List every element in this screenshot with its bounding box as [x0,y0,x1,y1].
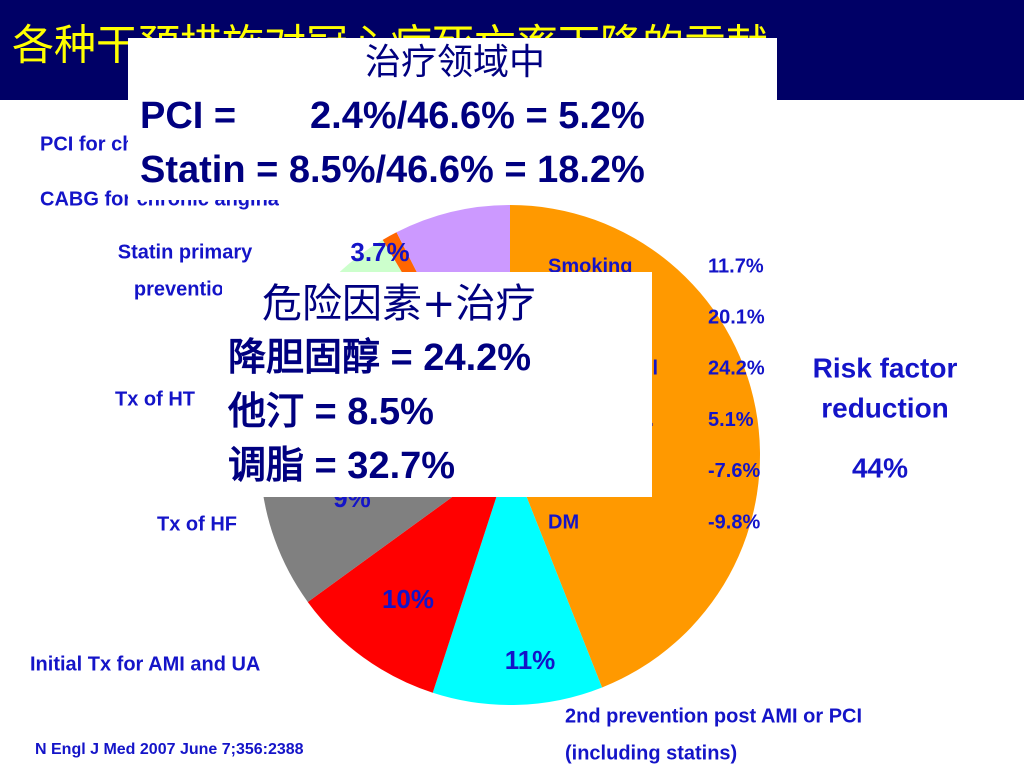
pie-slice [307,455,510,693]
note-box: 危险因素+治疗 降胆固醇 = 24.2% 他汀 = 8.5% 调脂 = 32.7… [222,272,652,497]
note-bg [128,38,777,200]
risk-factor-name: DM [548,511,579,533]
note-line: 调脂 = 32.7% [228,445,455,487]
slice-label: 2nd prevention post AMI or PCI [565,705,862,727]
slice-label: prevention [134,278,236,300]
note-line: 他汀 = 8.5% [227,391,434,433]
slice-label: Initial Tx for AMI and UA [30,653,260,675]
risk-factor-value: -7.6% [708,460,760,482]
note-bg [222,272,652,497]
risk-factor-value: 20.1% [708,306,765,328]
pie-slice [432,455,603,705]
value-label: 10% [382,584,434,614]
value-label: 44% [852,452,908,483]
source: N Engl J Med 2007 June 7;356:2388 [35,741,304,758]
value-label: 3.7% [350,237,409,267]
slice-label: reduction [821,392,949,423]
note-heading: 危险因素+治疗 [262,281,536,327]
risk-factor-value: 24.2% [708,358,765,380]
slice-label: Statin primary [118,241,253,263]
note-heading: 治疗领域中 [365,42,545,83]
note-line: PCI = 2.4%/46.6% = 5.2% [140,95,645,137]
slice-label: Tx of HF [157,513,237,535]
risk-factor-value: -9.8% [708,511,760,533]
risk-factor-value: 11.7% [708,255,764,277]
note-line: Statin = 8.5%/46.6% = 18.2% [140,149,645,191]
slice-label: Tx of HT [115,388,195,410]
value-label: 11% [505,645,556,675]
note-line: 降胆固醇 = 24.2% [228,337,531,379]
risk-factor-name: Smoking [548,255,632,277]
note-box: 治疗领域中 PCI = 2.4%/46.6% = 5.2% Statin = 8… [128,38,777,200]
slice-label: Risk factor [813,352,958,383]
slice-label: (including statins) [565,742,737,764]
risk-factor-value: 5.1% [708,409,754,431]
